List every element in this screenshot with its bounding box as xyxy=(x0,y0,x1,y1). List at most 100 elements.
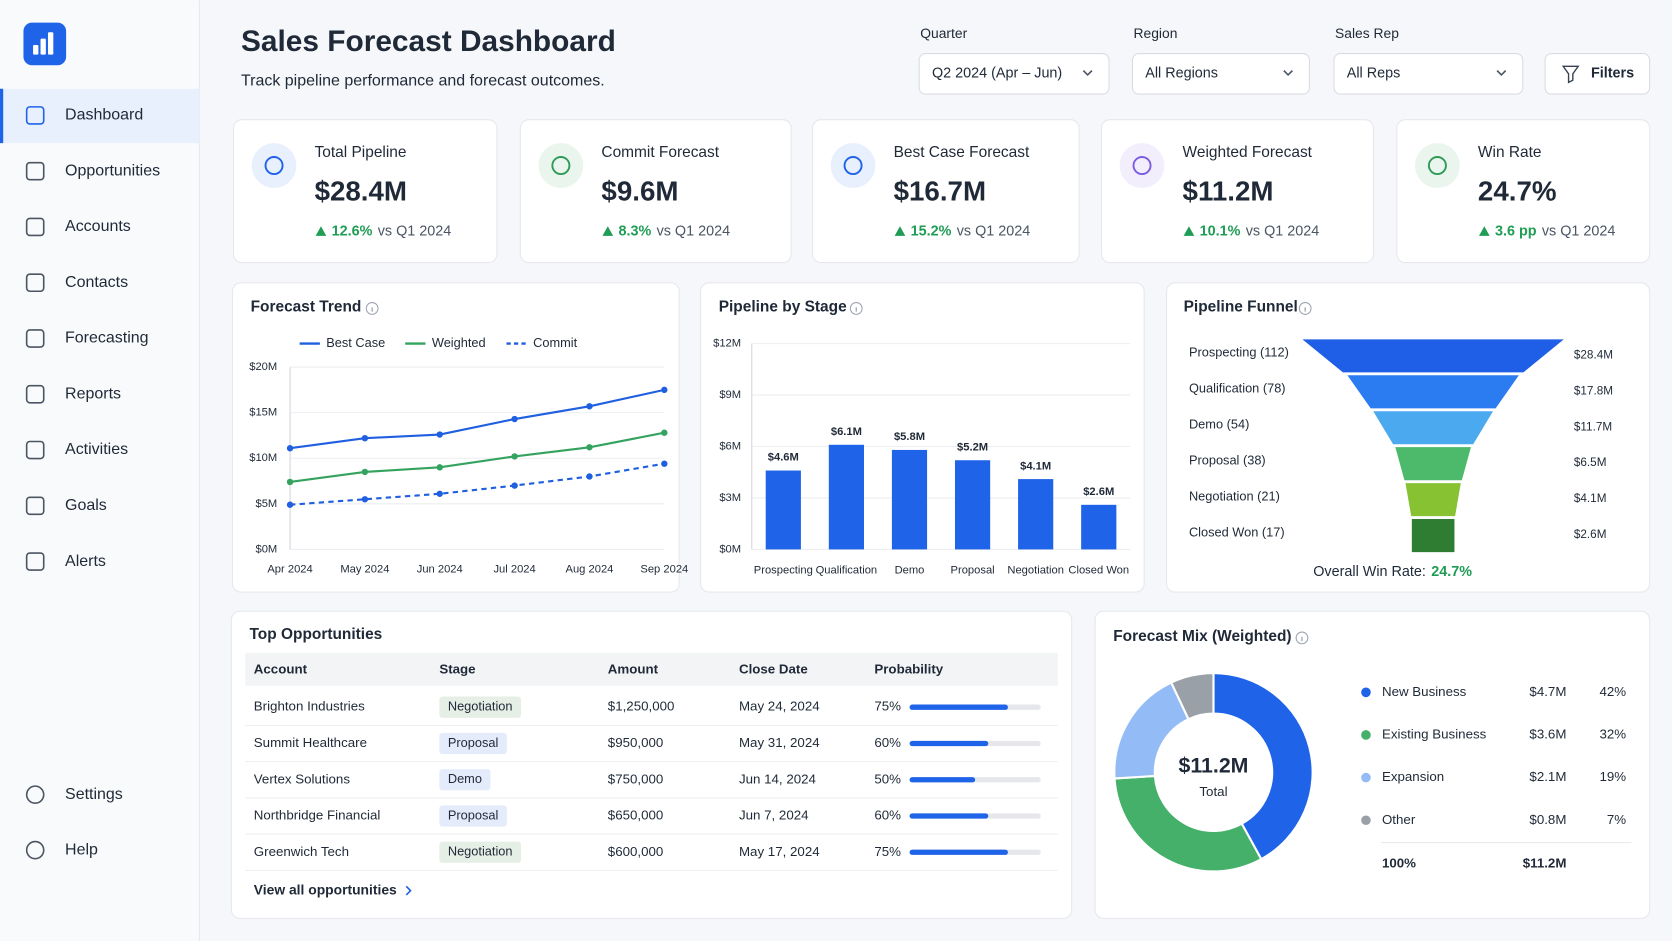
kpi-up-arrow xyxy=(602,226,614,236)
cell-stage: Proposal xyxy=(448,735,498,750)
line-point xyxy=(286,445,294,452)
stage-pill xyxy=(439,769,491,791)
legend-dot xyxy=(1361,687,1371,698)
x-tick-label: Jul 2024 xyxy=(493,564,535,576)
line-point xyxy=(586,444,593,451)
nav-item: Reports xyxy=(65,385,121,402)
donut-center-value: $11.2M xyxy=(1179,754,1249,778)
legend-percent: 7% xyxy=(1607,812,1626,827)
funnel-stage-label: Demo (54) xyxy=(1189,416,1249,431)
filter-value: All Regions xyxy=(1145,66,1218,82)
column-header: Amount xyxy=(608,661,659,676)
probability-bar xyxy=(909,849,1008,855)
bar xyxy=(765,470,801,550)
kpi-up-arrow xyxy=(1478,226,1490,236)
line-point xyxy=(436,490,443,497)
cell-account: Greenwich Tech xyxy=(254,844,349,859)
sidebar xyxy=(0,0,200,941)
column-header: Stage xyxy=(439,661,475,676)
page-subtitle: Track pipeline performance and forecast … xyxy=(241,73,605,90)
cell-stage: Proposal xyxy=(448,807,498,822)
logo-bar xyxy=(33,45,39,55)
probability-bar xyxy=(909,777,976,783)
probability-bar xyxy=(909,704,1008,710)
x-tick-label: Apr 2024 xyxy=(267,564,312,576)
y-tick-label: $15M xyxy=(249,407,277,419)
nav-item: Help xyxy=(65,841,98,858)
filter-select[interactable] xyxy=(1333,53,1524,95)
kpi-card xyxy=(232,119,498,264)
cell-close-date: May 31, 2024 xyxy=(739,735,820,750)
funnel-stage xyxy=(1395,447,1471,481)
kpi-card xyxy=(519,119,792,264)
kpi-icon-bg xyxy=(1415,143,1460,188)
chart-title: Forecast Mix (Weighted) xyxy=(1113,628,1291,645)
kpi-title: Commit Forecast xyxy=(601,144,719,161)
cell-amount: $600,000 xyxy=(608,844,664,859)
legend-dot xyxy=(1361,730,1371,740)
x-tick-label: Prospecting xyxy=(754,565,813,577)
bar-value-label: $4.6M xyxy=(768,452,799,464)
line-point xyxy=(586,473,593,480)
line-series xyxy=(289,388,665,450)
kpi-icon xyxy=(551,156,571,176)
filter-icon xyxy=(1561,65,1580,84)
line-point xyxy=(286,478,294,486)
funnel-value-label: $11.7M xyxy=(1574,420,1612,433)
line-series xyxy=(289,462,665,506)
line-point xyxy=(436,464,443,471)
line-point xyxy=(511,453,518,460)
filter-select[interactable] xyxy=(918,53,1110,95)
kpi-value: $16.7M xyxy=(894,176,986,207)
cell-amount: $1,250,000 xyxy=(608,699,675,714)
donut-slice xyxy=(1113,774,1263,873)
cell-stage: Negotiation xyxy=(448,844,513,859)
cell-probability: 75% xyxy=(874,699,901,714)
nav-icon xyxy=(25,384,45,404)
filter-label: Sales Rep xyxy=(1335,25,1399,41)
bar xyxy=(891,449,928,550)
x-tick-label: Sep 2024 xyxy=(640,564,688,576)
logo-bar xyxy=(47,32,54,55)
cell-probability: 50% xyxy=(874,771,901,786)
nav-active-bg xyxy=(0,88,200,144)
legend-amount: $0.8M xyxy=(1529,812,1566,827)
x-tick-label: Aug 2024 xyxy=(566,564,614,576)
line-point xyxy=(361,434,369,442)
line-point xyxy=(361,496,369,503)
line-point xyxy=(511,482,518,489)
kpi-up-arrow xyxy=(1183,226,1195,236)
chevron xyxy=(1283,70,1293,77)
funnel-value-label: $6.5M xyxy=(1574,456,1607,469)
nav-icon xyxy=(25,217,45,237)
chevron xyxy=(1082,70,1093,77)
chart-title: Forecast Trend xyxy=(251,298,362,315)
nav-item: Accounts xyxy=(65,218,131,235)
y-tick-label: $5M xyxy=(255,498,277,510)
view-all-link[interactable]: View all opportunities xyxy=(254,881,397,897)
funnel-stage xyxy=(1302,339,1564,373)
funnel-stage-label: Qualification (78) xyxy=(1189,381,1286,396)
nav-item: Goals xyxy=(65,497,107,514)
line-point xyxy=(361,468,369,476)
info-icon xyxy=(1295,631,1309,645)
legend-total-percent: 100% xyxy=(1382,855,1416,870)
filter-value: Q2 2024 (Apr – Jun) xyxy=(932,66,1062,82)
logo-bar xyxy=(40,38,46,55)
line-point xyxy=(436,431,443,438)
stage-pill xyxy=(439,841,522,863)
table-card xyxy=(230,610,1073,919)
chart-title: Pipeline by Stage xyxy=(719,298,847,315)
bar-value-label: $2.6M xyxy=(1083,486,1114,498)
kpi-change-line: 3.6 pp vs Q1 2024 xyxy=(1495,223,1615,239)
nav-item: Contacts xyxy=(65,274,128,291)
filter-select[interactable] xyxy=(1131,53,1310,95)
cell-close-date: Jun 7, 2024 xyxy=(739,808,809,823)
legend-percent: 42% xyxy=(1599,684,1626,699)
legend-label: Existing Business xyxy=(1382,726,1487,741)
y-tick-label: $6M xyxy=(719,440,741,452)
filters-button[interactable] xyxy=(1544,53,1651,95)
kpi-change-line: 8.3% vs Q1 2024 xyxy=(618,223,730,239)
